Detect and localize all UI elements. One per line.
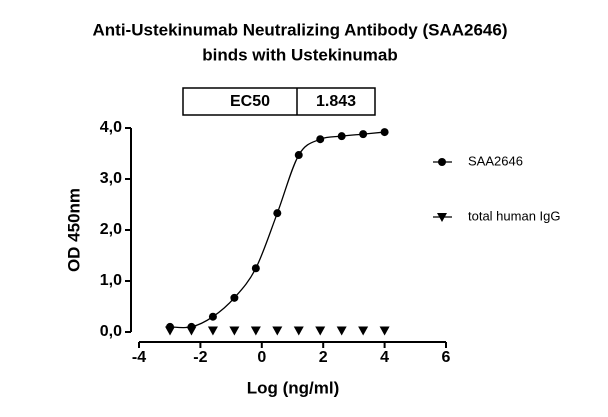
x-tick-label: -2 <box>193 349 207 366</box>
x-tick-label: 2 <box>319 349 328 366</box>
fit-curve <box>169 131 385 329</box>
data-point <box>186 326 197 336</box>
y-tick-label: 4,0 <box>100 119 122 136</box>
y-tick-label: 3,0 <box>100 170 122 187</box>
data-point <box>315 326 326 336</box>
data-point <box>165 326 176 336</box>
ec50-value: 1.843 <box>316 93 356 110</box>
data-point <box>358 326 369 336</box>
x-tick-label: 0 <box>257 349 266 366</box>
legend-marker <box>437 213 447 222</box>
y-tick-label: 2,0 <box>100 221 122 238</box>
data-point <box>316 135 325 144</box>
legend-label: SAA2646 <box>468 153 523 168</box>
data-point <box>251 264 260 273</box>
ec50-label: EC50 <box>230 93 270 110</box>
x-tick-label: -4 <box>132 349 146 366</box>
data-point <box>273 209 282 218</box>
data-point <box>272 326 283 336</box>
x-tick-label: 4 <box>380 349 389 366</box>
data-point <box>379 326 390 336</box>
y-axis-label: OD 450nm <box>64 188 83 272</box>
data-point <box>229 326 240 336</box>
data-point <box>208 312 217 321</box>
data-point <box>250 326 261 336</box>
ec50-box <box>182 87 376 116</box>
data-point <box>230 293 239 302</box>
data-point <box>336 326 347 336</box>
y-tick-label: 0,0 <box>100 323 122 340</box>
chart-subtitle: binds with Ustekinumab <box>202 45 398 64</box>
legend-marker <box>438 158 446 166</box>
data-point <box>207 326 218 336</box>
data-point <box>293 326 304 336</box>
chart-title: Anti-Ustekinumab Neutralizing Antibody (… <box>93 20 508 39</box>
data-point <box>337 132 346 141</box>
y-tick-label: 1,0 <box>100 272 122 289</box>
x-tick-label: 6 <box>442 349 451 366</box>
data-point <box>380 128 389 137</box>
legend-label: total human IgG <box>468 208 561 223</box>
data-point <box>294 151 303 160</box>
data-point <box>359 130 368 139</box>
x-axis-label: Log (ng/ml) <box>247 378 340 397</box>
